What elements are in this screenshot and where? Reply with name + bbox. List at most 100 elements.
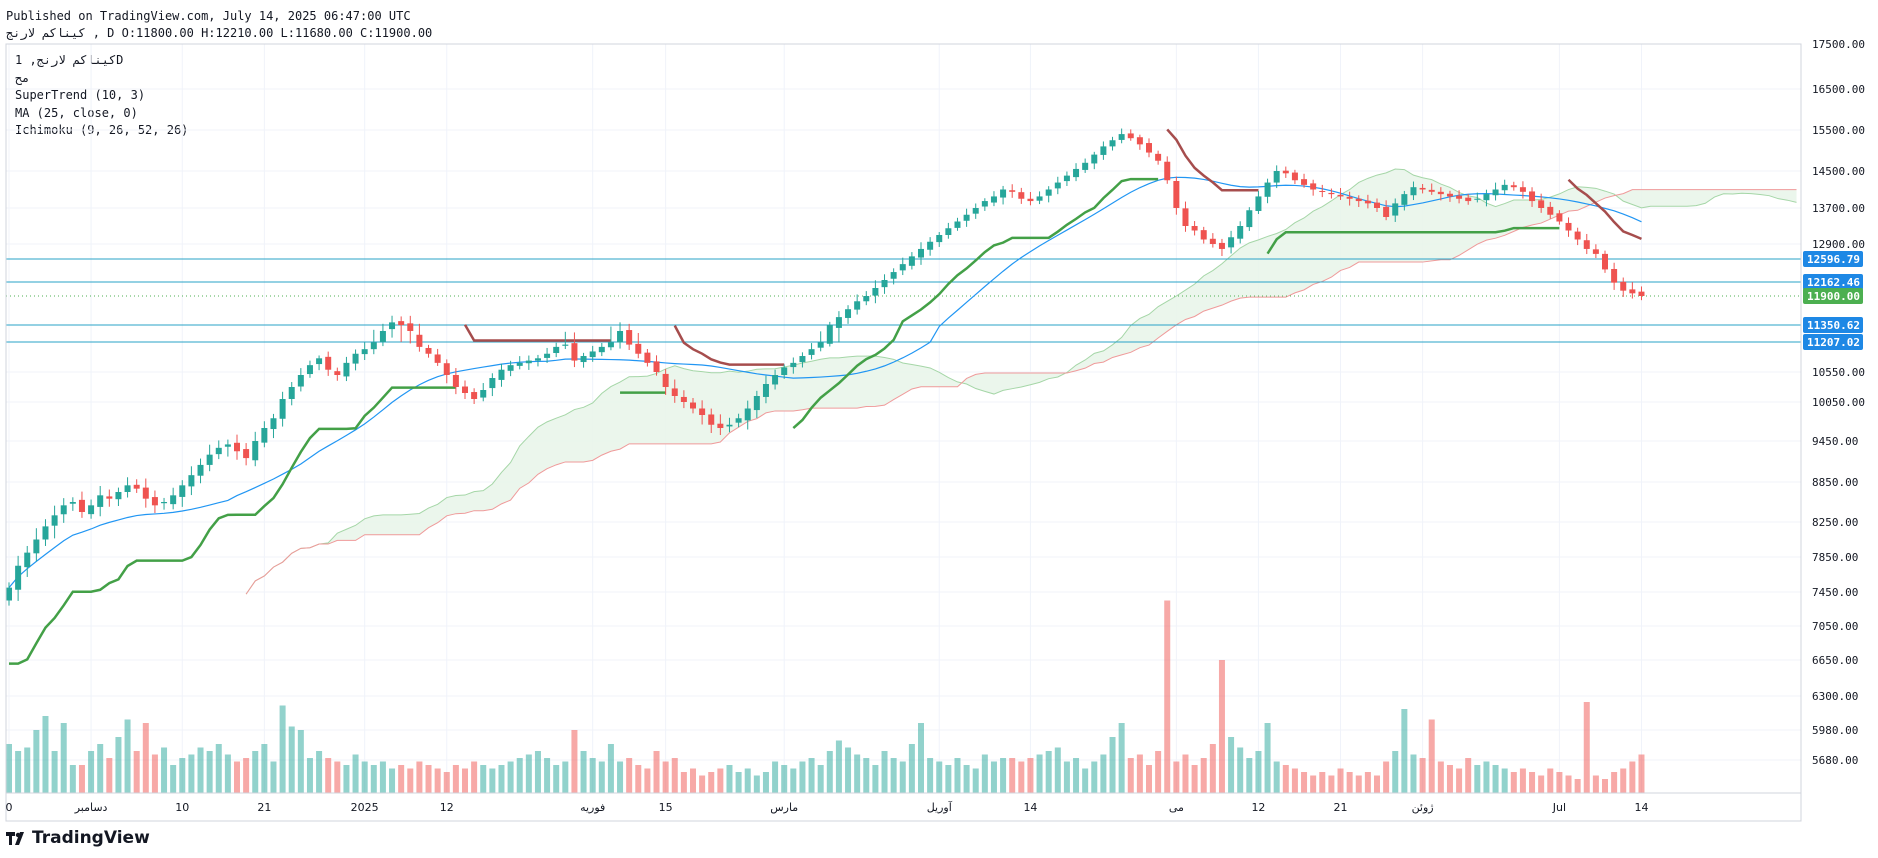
candle-body [845,309,852,318]
candle-body [1355,198,1362,202]
x-tick-label: 10 [175,801,189,814]
volume-bar [1629,761,1636,793]
price-tag-2-label: 12162.46 [1807,276,1860,289]
candle-body [325,356,332,370]
candle-body [726,424,733,427]
volume-bar [835,740,842,793]
volume-bar [726,765,733,793]
volume-bar [97,744,104,793]
y-tick-label: 6300.00 [1812,690,1858,703]
volume-bar [206,751,213,793]
candle-body [753,396,760,411]
volume-bar [42,716,49,793]
volume-bar [471,761,478,793]
volume-bar [1273,761,1280,793]
price-line-layer [6,258,1801,343]
candle-body [1255,196,1262,211]
candle-body [51,515,58,526]
volume-bar [1155,751,1162,793]
volume-bar [1063,761,1070,793]
candle-body [589,351,596,358]
volume-bar [1045,751,1052,793]
candle-body [954,221,961,228]
candle-body [717,423,724,428]
chart-header: Published on TradingView.com, July 14, 2… [6,8,432,42]
candle-body [653,361,660,372]
volume-bar [1620,768,1627,793]
candle-body [881,280,888,288]
candle-body [1191,226,1198,231]
volume-bar [398,765,405,793]
volume-bar [1118,723,1125,793]
candle-body [1109,140,1116,147]
candle-body [908,256,915,266]
volume-bar [845,747,852,793]
volume-bar [370,765,377,793]
legend-supertrend[interactable]: SuperTrend (10, 3) [15,88,146,102]
x-tick-label: 15 [659,801,673,814]
volume-bar [1611,772,1618,793]
candle-body [1556,213,1563,222]
candle-body [1164,161,1171,181]
tradingview-logo[interactable]: TradingView [6,828,150,848]
candle-body [1374,202,1380,208]
y-tick-label: 7050.00 [1812,620,1858,633]
y-tick-label: 8250.00 [1812,516,1858,529]
candle-body [1282,170,1289,174]
volume-bar [617,761,624,793]
volume-bar [1310,775,1317,793]
volume-bar [1355,775,1362,793]
candle-body [471,392,478,399]
candle-body [206,454,213,465]
volume-layer [6,600,1645,793]
candle-body [1501,184,1508,191]
volume-bar [425,765,432,793]
volume-bar [1100,754,1107,793]
volume-bar [1483,761,1490,793]
x-tick-label: 12 [440,801,454,814]
volume-bar [1501,768,1508,793]
candle-body [762,384,769,397]
candle-body [990,196,997,203]
candle-body [1273,171,1280,183]
price-tag-1-bg [1803,251,1863,267]
volume-bar [1474,765,1481,793]
ichimoku-span-a [245,168,1797,595]
legend-symbol[interactable]: کیناکم لارنج, 1D [15,53,124,67]
volume-bar [972,768,979,793]
volume-bar [78,765,85,793]
volume-bar [1291,768,1298,793]
volume-bar [1456,768,1463,793]
x-tick-label: می [1169,801,1184,814]
y-tick-label: 7450.00 [1812,586,1858,599]
grid-layer [6,43,1801,793]
candle-body [617,330,624,343]
candle-body [1428,189,1435,192]
volume-bar [188,754,195,793]
candle-body [680,396,687,402]
volume-bar [261,744,268,793]
candle-body [507,365,514,371]
candle-body [708,414,715,425]
candle-body [1200,230,1207,240]
candle-body [215,447,222,455]
time-axis: 0 دسامبر 10 21 2025 12 فوریه 15 مارس آوریل 14 می 12 2… [6,800,1649,814]
x-tick-label: 0 [6,801,13,814]
volume-bar [151,754,158,793]
candle-body [863,296,870,302]
candle-body [808,349,815,355]
volume-bar [443,772,450,793]
volume-bar [124,719,131,793]
volume-bar [1337,768,1344,793]
ichimoku-cloud-layer [245,168,1797,595]
volume-bar [544,758,551,793]
volume-bar [1383,761,1390,793]
candle-body [562,344,569,346]
x-tick-label: 14 [1023,801,1037,814]
legend-ma[interactable]: MA (25, close, 0) [15,105,138,120]
candle-body [872,287,879,296]
volume-bar [1465,758,1472,793]
ichimoku-span-b [245,189,1797,595]
candle-body [1118,134,1125,140]
